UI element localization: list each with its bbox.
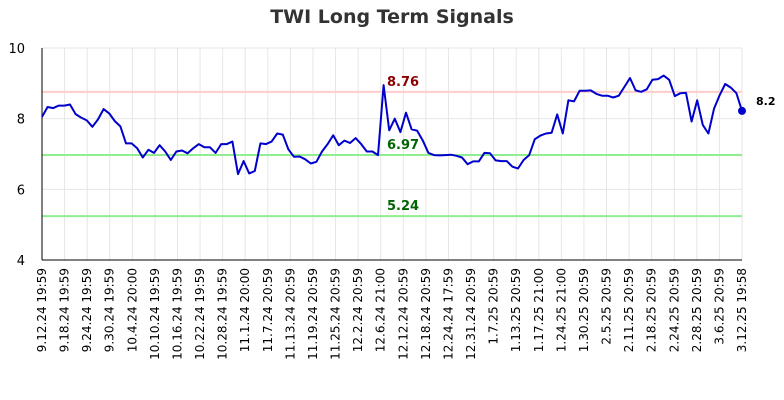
y-tick-label: 8 <box>17 113 25 128</box>
x-tick-label: 10.10.24 19:59 <box>148 268 162 360</box>
y-tick-label: 6 <box>17 183 25 198</box>
x-tick-label: 11.1.24 20:00 <box>238 268 252 352</box>
x-tick-label: 12.6.24 21:00 <box>374 268 388 352</box>
x-tick-label: 2.18.25 20:59 <box>645 268 659 352</box>
x-tick-label: 11.25.24 20:59 <box>329 268 343 360</box>
reference-line-label: 8.76 <box>387 75 419 90</box>
x-tick-label: 1.7.25 20:59 <box>487 268 501 345</box>
x-tick-label: 12.31.24 20:59 <box>464 268 478 360</box>
x-tick-label: 11.7.24 20:59 <box>261 268 275 352</box>
last-point-marker <box>738 106 746 115</box>
x-tick-label: 9.18.24 19:59 <box>58 268 72 352</box>
series-layer <box>41 74 746 176</box>
x-tick-label: 3.6.25 20:59 <box>712 268 726 345</box>
x-tick-label: 2.28.25 20:59 <box>690 268 704 352</box>
x-tick-label: 12.12.24 20:59 <box>396 268 410 360</box>
x-tick-label: 9.24.24 19:59 <box>80 268 94 352</box>
x-tick-label: 1.17.25 21:00 <box>532 268 546 352</box>
grid <box>41 47 743 261</box>
series-line <box>41 74 743 176</box>
y-tick-label: 4 <box>17 254 25 269</box>
axes: 4 6 8 10 9.12.24 19:59 9.18.24 19:59 9.24.24 1… <box>8 42 749 360</box>
last-value-label: 8.2 <box>756 95 776 108</box>
x-tick-label: 2.5.25 20:59 <box>600 268 614 345</box>
x-tick-label: 1.13.25 20:59 <box>509 268 523 352</box>
x-tick-label: 11.19.24 20:59 <box>306 268 320 360</box>
x-tick-label: 10.16.24 19:59 <box>170 268 184 360</box>
x-tick-label: 10.4.24 20:00 <box>125 268 139 352</box>
chart-title: TWI Long Term Signals <box>270 6 514 28</box>
reference-line-label: 5.24 <box>387 199 419 214</box>
x-tick-label: 9.30.24 19:59 <box>103 268 117 352</box>
labels: 8.76 6.97 5.24 8.2 <box>387 75 776 214</box>
reference-lines <box>42 90 742 218</box>
x-tick-label: 10.28.24 19:59 <box>216 268 230 360</box>
x-tick-label: 2.24.25 20:59 <box>667 268 681 352</box>
x-tick-label: 1.30.25 20:59 <box>577 268 591 352</box>
x-tick-label: 1.24.25 21:00 <box>554 268 568 352</box>
x-tick-label: 2.11.25 20:59 <box>622 268 636 352</box>
x-tick-label: 12.24.24 17:59 <box>441 268 455 360</box>
x-tick-label: 9.12.24 19:59 <box>35 268 49 352</box>
reference-line-label: 6.97 <box>387 138 419 153</box>
y-tick-label: 10 <box>8 42 25 57</box>
x-tick-label: 10.22.24 19:59 <box>193 268 207 360</box>
x-tick-label: 12.2.24 20:59 <box>351 268 365 352</box>
x-tick-label: 3.12.25 19:58 <box>735 268 749 352</box>
x-tick-label: 11.13.24 20:59 <box>283 268 297 360</box>
x-tick-label: 12.18.24 20:59 <box>419 268 433 360</box>
